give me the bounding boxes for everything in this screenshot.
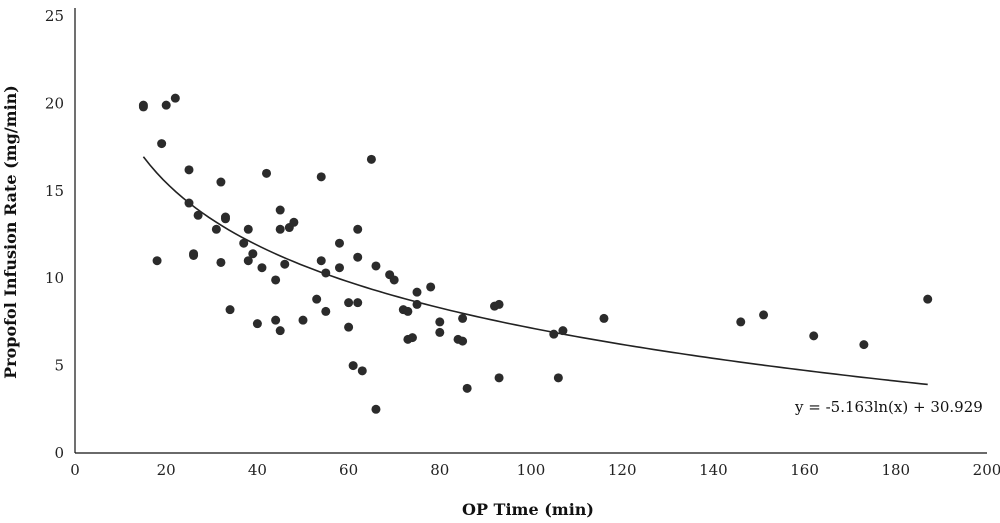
x-tick-label: 160 xyxy=(790,461,819,479)
data-point xyxy=(348,361,358,371)
trendline-equation: y = -5.163ln(x) + 30.929 xyxy=(794,398,983,416)
data-point xyxy=(271,315,281,325)
data-point xyxy=(312,294,322,304)
x-tick-label: 60 xyxy=(339,461,358,479)
y-tick-label: 0 xyxy=(54,444,64,462)
data-point xyxy=(353,224,363,234)
data-point xyxy=(494,299,504,309)
data-point xyxy=(344,322,354,332)
x-tick-label: 0 xyxy=(70,461,80,479)
data-point xyxy=(161,100,171,110)
data-point xyxy=(157,139,167,149)
data-point xyxy=(257,263,267,273)
data-point xyxy=(321,268,331,278)
data-point xyxy=(553,373,563,383)
data-point xyxy=(334,263,344,273)
data-point xyxy=(353,252,363,262)
data-point xyxy=(275,224,285,234)
y-tick-label: 10 xyxy=(45,269,64,287)
data-point xyxy=(426,282,436,292)
data-point xyxy=(549,329,559,339)
data-point xyxy=(389,275,399,285)
data-point xyxy=(184,165,194,175)
x-tick-label: 180 xyxy=(881,461,910,479)
data-point xyxy=(216,177,226,187)
x-tick-label: 120 xyxy=(608,461,637,479)
data-point xyxy=(220,212,230,222)
data-point xyxy=(252,319,262,329)
data-point xyxy=(298,315,308,325)
x-tick-label: 140 xyxy=(699,461,728,479)
x-tick-label: 200 xyxy=(973,461,1000,479)
data-point xyxy=(357,366,367,376)
data-point xyxy=(599,313,609,323)
data-point xyxy=(321,306,331,316)
data-point xyxy=(809,331,819,341)
data-point xyxy=(494,373,504,383)
data-point xyxy=(184,198,194,208)
data-point xyxy=(243,256,253,266)
chart-axes xyxy=(74,8,987,454)
data-point xyxy=(412,299,422,309)
data-point xyxy=(138,100,148,110)
data-point xyxy=(280,259,290,269)
data-point xyxy=(435,327,445,337)
y-tick-labels: 0 5 10 15 20 25 xyxy=(45,7,64,462)
data-point xyxy=(403,306,413,316)
data-point xyxy=(189,249,199,259)
data-point xyxy=(262,168,272,178)
y-tick-label: 20 xyxy=(45,94,64,112)
data-point xyxy=(271,275,281,285)
y-tick-label: 5 xyxy=(54,357,64,375)
y-tick-label: 15 xyxy=(45,182,64,200)
data-point xyxy=(170,93,180,103)
data-point xyxy=(923,294,933,304)
x-tick-label: 40 xyxy=(248,461,267,479)
data-point xyxy=(316,256,326,266)
data-point xyxy=(289,217,299,227)
data-point xyxy=(275,326,285,336)
data-point xyxy=(859,340,869,350)
data-point xyxy=(558,326,568,336)
data-point xyxy=(462,383,472,393)
data-point xyxy=(239,238,249,248)
x-tick-label: 100 xyxy=(517,461,546,479)
data-point xyxy=(225,305,235,315)
data-point xyxy=(334,238,344,248)
data-point xyxy=(216,257,226,267)
y-axis-title: Propofol Infusion Rate (mg/min) xyxy=(1,85,20,379)
data-point xyxy=(193,210,203,220)
data-point xyxy=(412,287,422,297)
data-points xyxy=(138,93,933,414)
data-point xyxy=(353,298,363,308)
trendline xyxy=(142,156,928,386)
x-tick-label: 80 xyxy=(430,461,449,479)
data-point xyxy=(211,224,221,234)
y-tick-label: 25 xyxy=(45,7,64,25)
data-point xyxy=(458,313,468,323)
data-point xyxy=(458,336,468,346)
data-point xyxy=(248,249,258,259)
data-point xyxy=(316,172,326,182)
data-point xyxy=(736,317,746,327)
x-axis-title: OP Time (min) xyxy=(462,500,594,519)
x-tick-labels: 0 20 40 60 80 100 120 140 160 180 200 xyxy=(70,461,1000,479)
data-point xyxy=(407,333,417,343)
data-point xyxy=(371,404,381,414)
data-point xyxy=(371,261,381,271)
data-point xyxy=(366,154,376,164)
data-point xyxy=(759,310,769,320)
x-tick-label: 20 xyxy=(157,461,176,479)
data-point xyxy=(344,298,354,308)
data-point xyxy=(275,205,285,215)
data-point xyxy=(243,224,253,234)
data-point xyxy=(152,256,162,266)
data-point xyxy=(435,317,445,327)
